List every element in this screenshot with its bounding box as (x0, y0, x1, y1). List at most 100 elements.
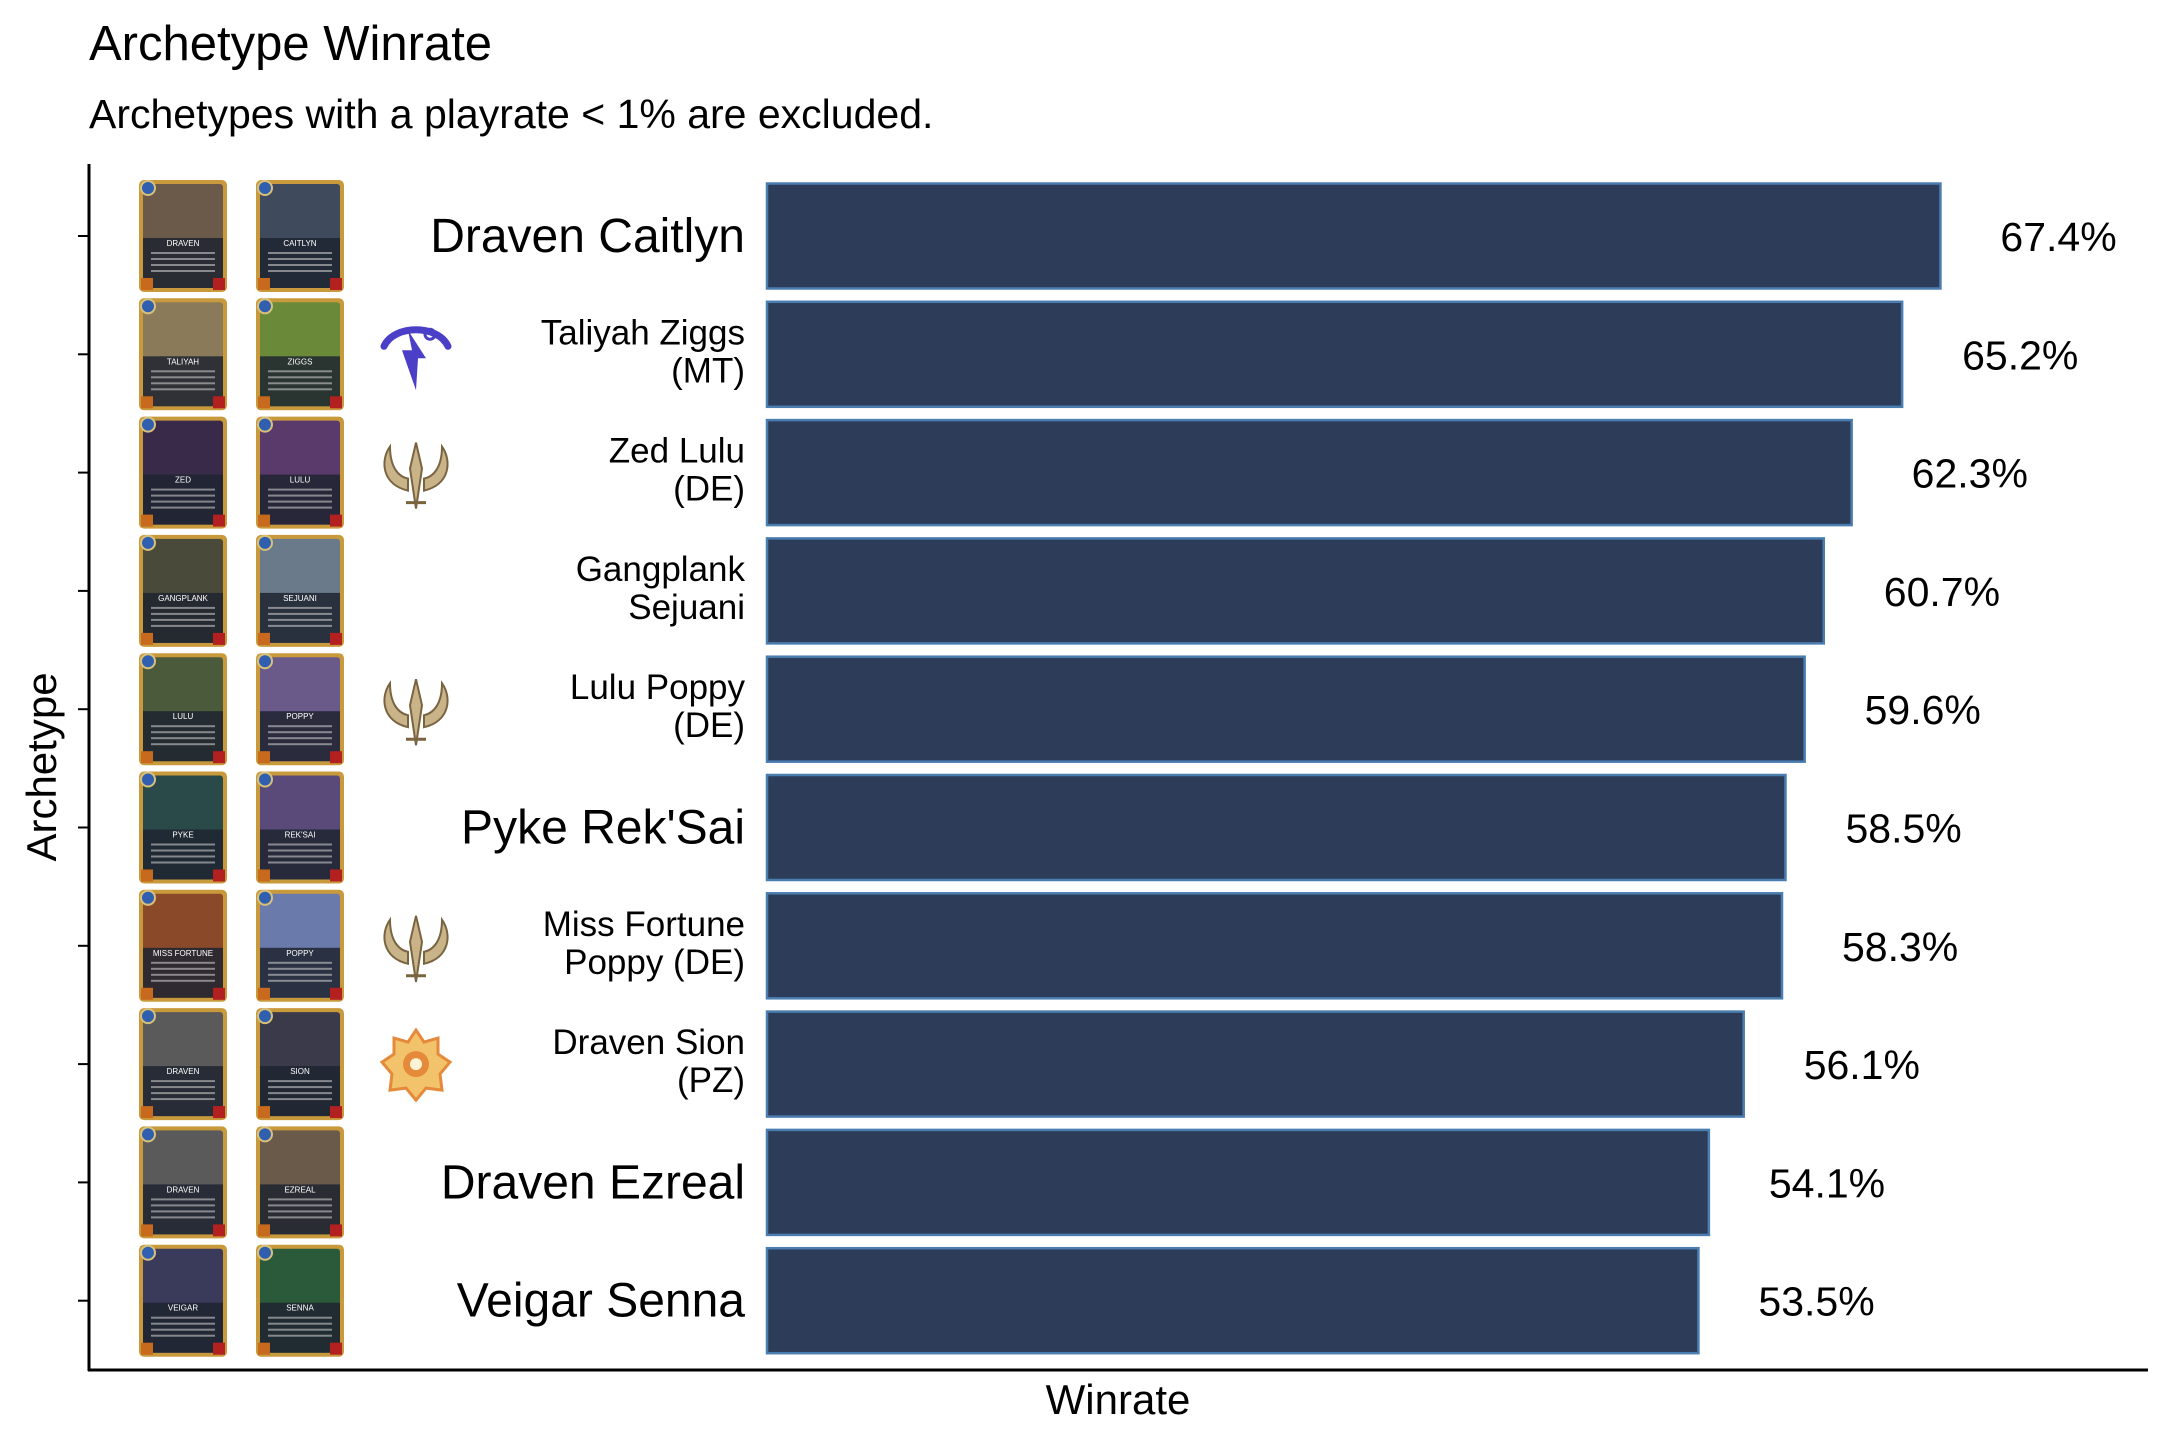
card-text-box (143, 1066, 223, 1117)
card-text-box (143, 1302, 223, 1353)
icon-wing-right (423, 916, 449, 966)
mana-cost-gem (257, 771, 273, 788)
icon-orb (423, 327, 437, 341)
x-axis-title: Winrate (1046, 1376, 1191, 1423)
bar (765, 1010, 1745, 1118)
icon-arc (380, 326, 452, 350)
value-label: 62.3% (1912, 451, 2028, 497)
mana-cost-gem (257, 534, 273, 551)
card-text-line (268, 1334, 332, 1337)
card-text-line (268, 1322, 332, 1325)
card-name: LULU (290, 476, 311, 485)
health-gem (330, 869, 342, 882)
card-text-line (151, 612, 215, 615)
rows: DRAVEN CAITLYN Draven Caitlyn TALIYAH ZIGGS T… (78, 180, 745, 1357)
card-text-line (151, 1322, 215, 1325)
card-text-line (268, 1086, 332, 1089)
value-label: 54.1% (1769, 1160, 1885, 1206)
value-label: 58.5% (1845, 806, 1961, 852)
attack-gem (141, 869, 153, 882)
category-label: Taliyah Ziggs (MT) (541, 313, 745, 390)
attack-gem (258, 514, 270, 527)
bar (765, 655, 1806, 763)
champion-card: LULU (139, 653, 227, 766)
health-gem (330, 987, 342, 1000)
card-text-line (151, 731, 215, 734)
bar (765, 418, 1853, 527)
card-text-line (268, 1098, 332, 1101)
card-name: REK'SAI (285, 831, 316, 840)
card-text-box (260, 1066, 340, 1117)
card-text-line (268, 855, 332, 858)
attack-gem (141, 1342, 153, 1355)
health-gem (213, 396, 225, 409)
mana-cost-gem (140, 416, 156, 433)
card-text-line (151, 1086, 215, 1089)
value-label: 60.7% (1884, 569, 2000, 615)
attack-gem (141, 396, 153, 409)
category-label: Miss Fortune Poppy (DE) (543, 905, 745, 982)
mana-cost-gem (140, 1244, 156, 1261)
icon-core-light (410, 1058, 422, 1071)
card-name: DRAVEN (167, 1067, 200, 1076)
card-text-box (143, 356, 223, 407)
y-axis-title: Archetype (18, 672, 65, 861)
champion-card: ZIGGS (256, 298, 344, 411)
mana-cost-gem (140, 180, 156, 196)
category-label: Draven Sion (PZ) (552, 1023, 745, 1100)
health-gem (213, 1342, 225, 1355)
card-text-line (151, 743, 215, 746)
card-text-line (151, 1334, 215, 1337)
health-gem (330, 278, 342, 290)
demacia-icon (383, 678, 449, 746)
card-text-line (268, 1198, 332, 1201)
card-text-box (260, 1302, 340, 1353)
card-text-line (151, 270, 215, 272)
attack-gem (258, 632, 270, 645)
health-gem (213, 869, 225, 882)
bars: 67.4% 65.2% 62.3% 60.7% 59.6% 58.5% 58.3% 56.1%… (765, 182, 2117, 1355)
card-text-line (268, 376, 332, 379)
icon-sword (408, 442, 424, 509)
card-text-line (268, 606, 332, 609)
bar (765, 1128, 1711, 1237)
attack-gem (258, 869, 270, 882)
card-text-box (260, 947, 340, 998)
card-text-line (151, 849, 215, 852)
card-text-line (268, 382, 332, 385)
card-text-line (268, 743, 332, 746)
attack-gem (141, 632, 153, 645)
card-name: SION (290, 1067, 310, 1076)
attack-gem (258, 987, 270, 1000)
card-name: SENNA (286, 1304, 314, 1313)
category-label: Pyke Rek'Sai (461, 802, 745, 855)
demacia-icon (383, 915, 449, 982)
value-label: 65.2% (1962, 332, 2078, 378)
card-text-line (268, 843, 332, 846)
champion-card: EZREAL (256, 1126, 344, 1239)
health-gem (330, 514, 342, 527)
card-text-line (151, 1204, 215, 1207)
category-label: Lulu Poppy (DE) (570, 668, 746, 745)
card-name: POPPY (286, 712, 314, 721)
card-text-line (151, 843, 215, 846)
card-text-line (268, 861, 332, 864)
card-text-line (268, 973, 332, 976)
card-name: ZIGGS (288, 357, 313, 366)
card-name: GANGPLANK (158, 594, 208, 603)
card-name: PYKE (172, 831, 193, 840)
health-gem (330, 751, 342, 764)
demacia-icon (383, 442, 449, 509)
card-text-line (268, 388, 332, 391)
attack-gem (141, 514, 153, 527)
card-text-line (268, 1328, 332, 1331)
icon-wing-left (383, 443, 409, 492)
card-text-line (268, 264, 332, 266)
health-gem (330, 632, 342, 645)
card-text-line (151, 376, 215, 379)
card-text-line (151, 1098, 215, 1101)
card-text-line (268, 258, 332, 260)
card-text-line (268, 612, 332, 615)
card-text-line (151, 1198, 215, 1201)
